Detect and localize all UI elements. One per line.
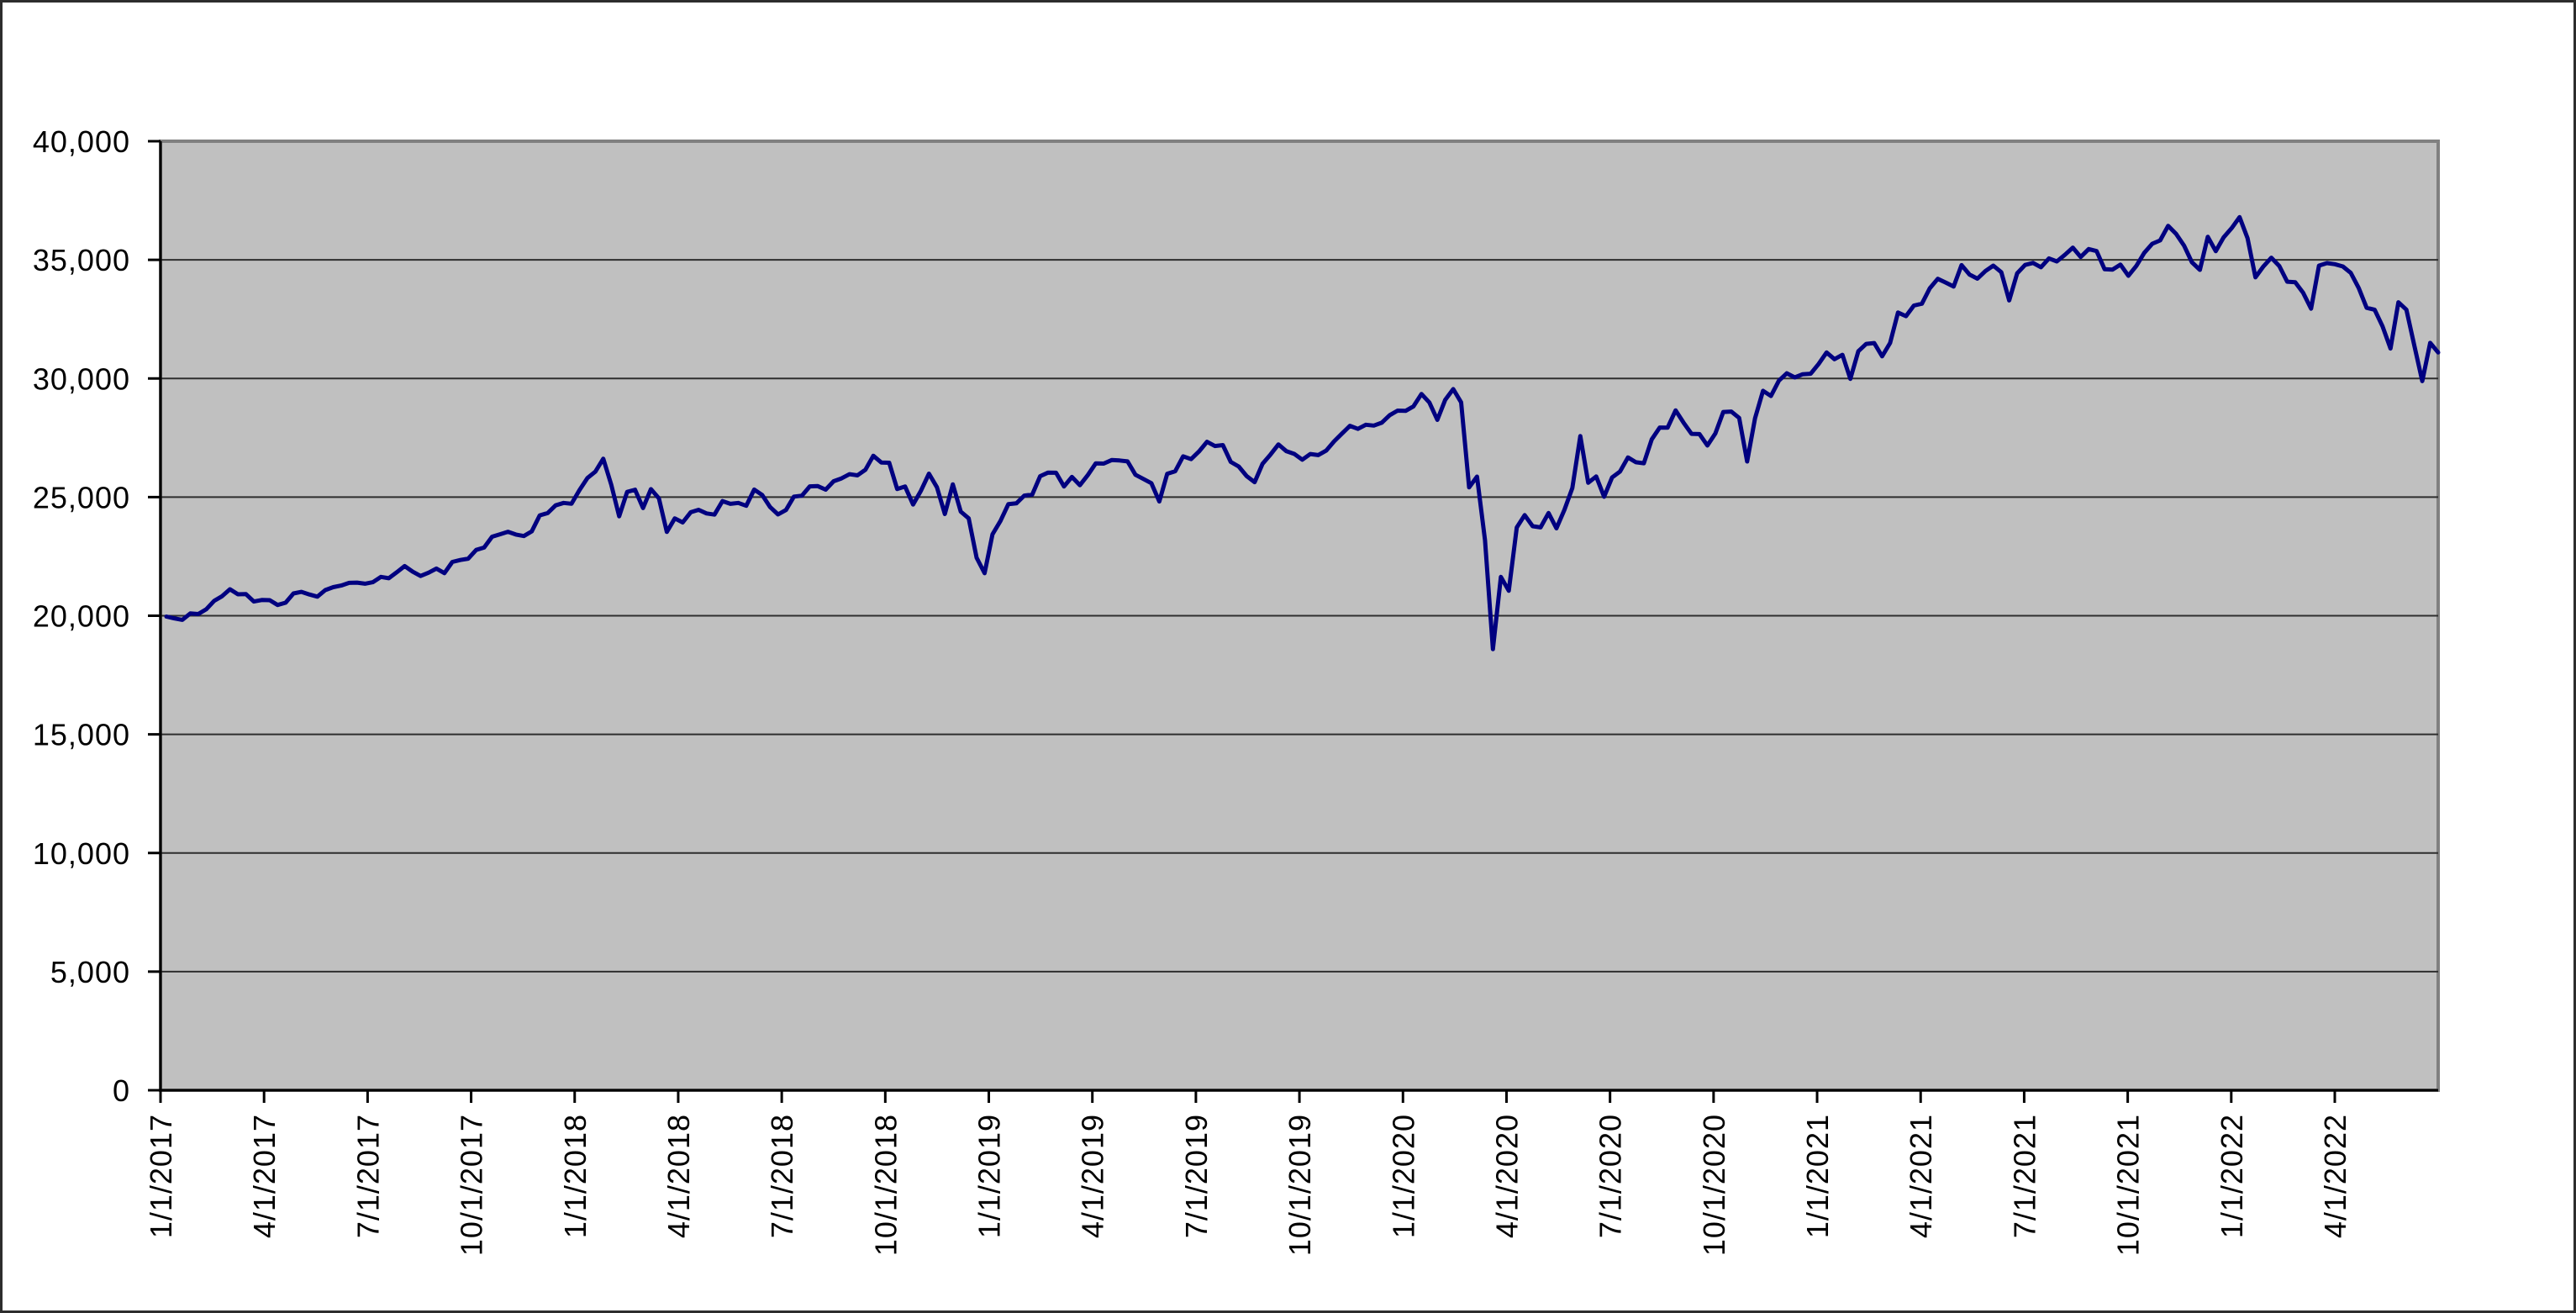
y-axis-label: 10,000: [33, 836, 130, 871]
x-axis-label: 1/1/2021: [1800, 1114, 1835, 1238]
x-axis-label: 4/1/2019: [1076, 1114, 1110, 1238]
x-axis-label: 4/1/2017: [247, 1114, 282, 1238]
x-axis-label: 7/1/2019: [1179, 1114, 1214, 1238]
line-chart: 0 5,000 10,000 15,000 20,000 25,000 30,000 35,0…: [33, 124, 2441, 1256]
x-axis-label: 1/1/2018: [558, 1114, 593, 1238]
y-axis-label: 20,000: [33, 599, 130, 634]
x-axis-label: 4/1/2018: [661, 1114, 696, 1238]
x-axis-label: 1/1/2019: [972, 1114, 1007, 1238]
x-axis-label: 1/1/2022: [2215, 1114, 2249, 1238]
x-axis-label: 10/1/2019: [1283, 1114, 1317, 1256]
price-line-series: [164, 214, 2441, 651]
x-axis-label: 7/1/2021: [2007, 1114, 2041, 1238]
y-axis-label: 40,000: [33, 124, 130, 159]
x-axis-label: 4/1/2021: [1904, 1114, 1938, 1238]
x-axis-label: 7/1/2018: [765, 1114, 799, 1238]
x-axis-label: 10/1/2017: [455, 1114, 489, 1256]
x-axis-label: 4/1/2020: [1489, 1114, 1524, 1238]
x-axis-label: 1/1/2020: [1386, 1114, 1420, 1238]
x-axis-label: 7/1/2017: [350, 1114, 385, 1238]
y-axis-label: 30,000: [33, 361, 130, 396]
x-axis-label: 4/1/2022: [2318, 1114, 2352, 1238]
x-axis-label: 10/1/2018: [868, 1114, 903, 1256]
y-axis-label: 0: [113, 1073, 130, 1108]
y-axis-label: 5,000: [50, 955, 130, 989]
x-axis-label: 1/1/2017: [144, 1114, 178, 1238]
x-axis-label: 10/1/2021: [2111, 1114, 2146, 1256]
y-axis-label: 35,000: [33, 243, 130, 277]
y-axis-label: 25,000: [33, 480, 130, 514]
x-axis-label: 7/1/2020: [1594, 1114, 1628, 1238]
y-axis-label: 15,000: [33, 718, 130, 752]
x-axis-label: 10/1/2020: [1697, 1114, 1731, 1256]
